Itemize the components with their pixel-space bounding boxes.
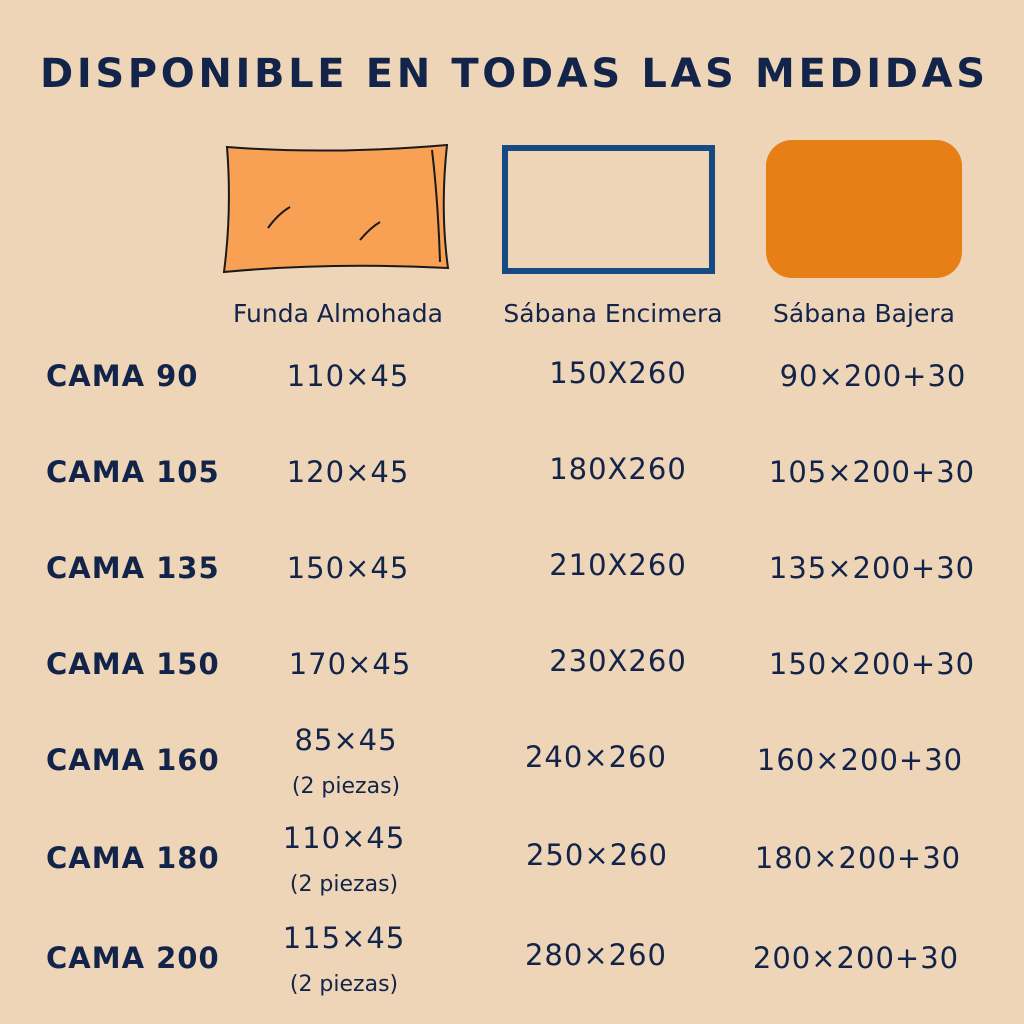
fitted-sheet-size: 150×200+30 bbox=[769, 647, 975, 681]
column-header: Funda Almohada bbox=[233, 299, 443, 328]
row-label: CAMA 135 bbox=[46, 551, 220, 585]
pillow-size: 170×45 bbox=[289, 647, 412, 681]
pillow-icon bbox=[222, 143, 450, 274]
fitted-sheet-size: 180×200+30 bbox=[755, 841, 961, 875]
pillow-size: 110×45 bbox=[283, 821, 406, 855]
column-header: Sábana Bajera bbox=[773, 299, 955, 328]
row-label: CAMA 90 bbox=[46, 359, 198, 393]
pillow-note: (2 piezas) bbox=[292, 774, 400, 799]
fitted-sheet-size: 105×200+30 bbox=[769, 455, 975, 489]
pillow-size: 150×45 bbox=[287, 551, 410, 585]
pillow-note: (2 piezas) bbox=[290, 972, 398, 997]
top-sheet-icon bbox=[502, 145, 715, 274]
pillow-shape bbox=[222, 143, 450, 274]
fitted-sheet-icon bbox=[766, 140, 962, 278]
row-label: CAMA 180 bbox=[46, 841, 220, 875]
pillow-size: 110×45 bbox=[287, 359, 410, 393]
fitted-sheet-size: 90×200+30 bbox=[780, 359, 967, 393]
row-label: CAMA 200 bbox=[46, 941, 220, 975]
pillow-note: (2 piezas) bbox=[290, 872, 398, 897]
row-label: CAMA 150 bbox=[46, 647, 220, 681]
top-sheet-size: 150X260 bbox=[549, 356, 687, 390]
top-sheet-size: 240×260 bbox=[525, 740, 667, 774]
top-sheet-size: 180X260 bbox=[549, 452, 687, 486]
fitted-sheet-size: 135×200+30 bbox=[769, 551, 975, 585]
top-sheet-size: 280×260 bbox=[525, 938, 667, 972]
top-sheet-size: 230X260 bbox=[549, 644, 687, 678]
pillow-size: 120×45 bbox=[287, 455, 410, 489]
pillow-size: 85×45 bbox=[294, 723, 397, 757]
row-label: CAMA 105 bbox=[46, 455, 220, 489]
pillow-lines bbox=[267, 149, 441, 263]
top-sheet-size: 250×260 bbox=[526, 838, 668, 872]
fitted-sheet-size: 200×200+30 bbox=[753, 941, 959, 975]
column-header: Sábana Encimera bbox=[503, 299, 722, 328]
row-label: CAMA 160 bbox=[46, 743, 220, 777]
fitted-sheet-size: 160×200+30 bbox=[757, 743, 963, 777]
top-sheet-size: 210X260 bbox=[549, 548, 687, 582]
title: DISPONIBLE EN TODAS LAS MEDIDAS bbox=[40, 51, 985, 97]
pillow-size: 115×45 bbox=[283, 921, 406, 955]
